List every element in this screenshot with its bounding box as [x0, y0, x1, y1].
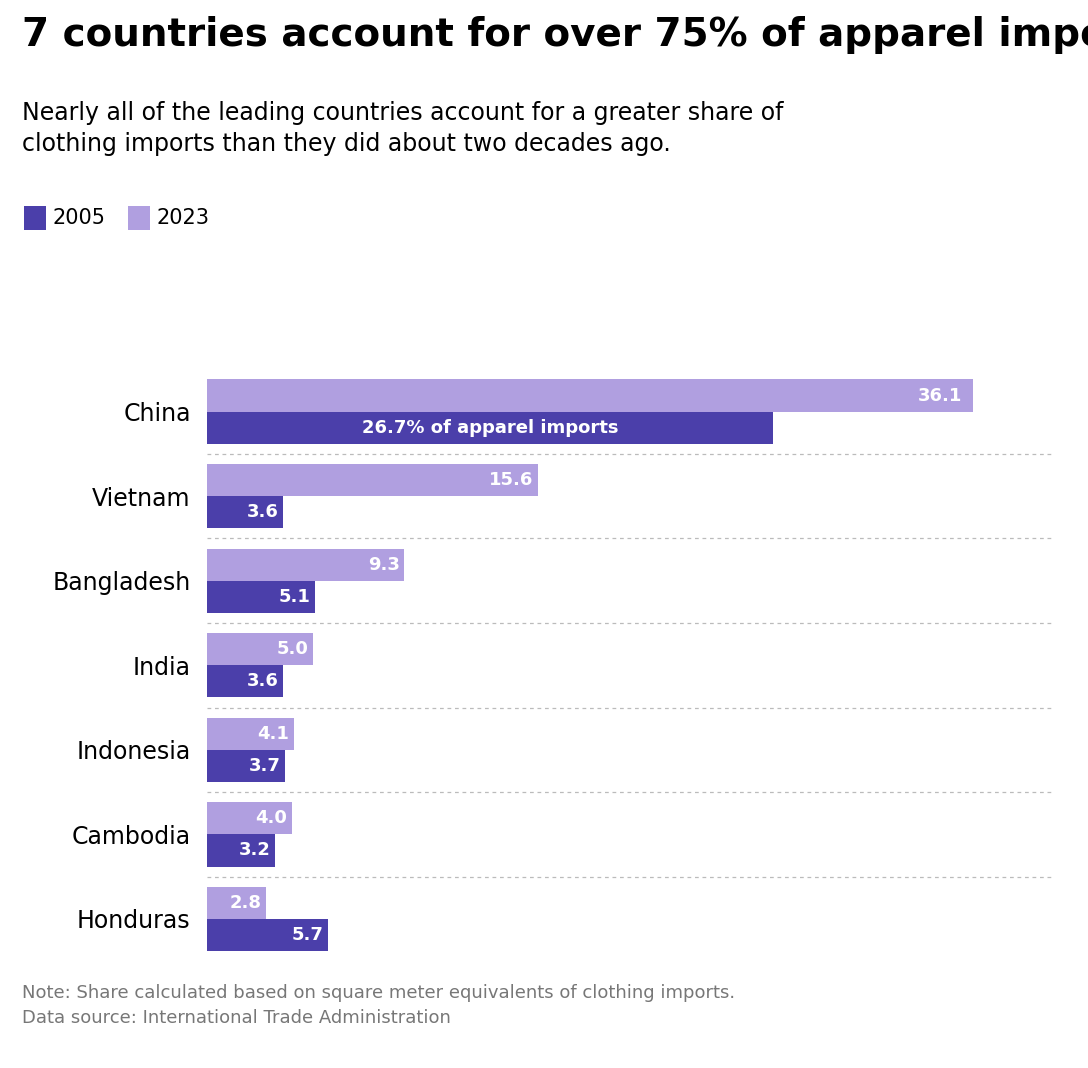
Bar [207, 834, 274, 866]
Bar [207, 718, 294, 750]
Text: 3.7: 3.7 [249, 757, 281, 775]
Text: 36.1: 36.1 [917, 387, 962, 405]
Text: 3.6: 3.6 [247, 503, 279, 521]
Text: 2005: 2005 [52, 208, 106, 227]
Bar [207, 886, 267, 918]
Bar [207, 581, 314, 613]
Bar [207, 750, 285, 782]
Text: Note: Share calculated based on square meter equivalents of clothing imports.: Note: Share calculated based on square m… [22, 984, 734, 1002]
Text: 2023: 2023 [157, 208, 210, 227]
Text: 9.3: 9.3 [368, 555, 399, 574]
Text: 5.1: 5.1 [279, 587, 311, 606]
Bar [207, 379, 973, 411]
Text: 15.6: 15.6 [490, 471, 533, 489]
Text: 5.0: 5.0 [276, 640, 309, 658]
Text: 5.7: 5.7 [292, 926, 323, 944]
Text: 26.7% of apparel imports: 26.7% of apparel imports [361, 419, 618, 437]
Bar [207, 918, 327, 951]
Bar [207, 633, 313, 665]
Bar [207, 411, 774, 444]
Bar [207, 802, 292, 834]
Bar [207, 665, 283, 697]
Text: 2.8: 2.8 [230, 894, 262, 912]
Text: Data source: International Trade Administration: Data source: International Trade Adminis… [22, 1009, 450, 1027]
Text: 7 countries account for over 75% of apparel imports: 7 countries account for over 75% of appa… [22, 16, 1088, 54]
Text: 3.2: 3.2 [238, 842, 270, 860]
Bar [207, 549, 404, 581]
Text: 4.1: 4.1 [258, 725, 289, 742]
Text: 3.6: 3.6 [247, 673, 279, 690]
Bar [207, 497, 283, 529]
Bar [207, 464, 537, 497]
Text: Nearly all of the leading countries account for a greater share of
clothing impo: Nearly all of the leading countries acco… [22, 101, 783, 156]
Text: 4.0: 4.0 [256, 810, 287, 828]
